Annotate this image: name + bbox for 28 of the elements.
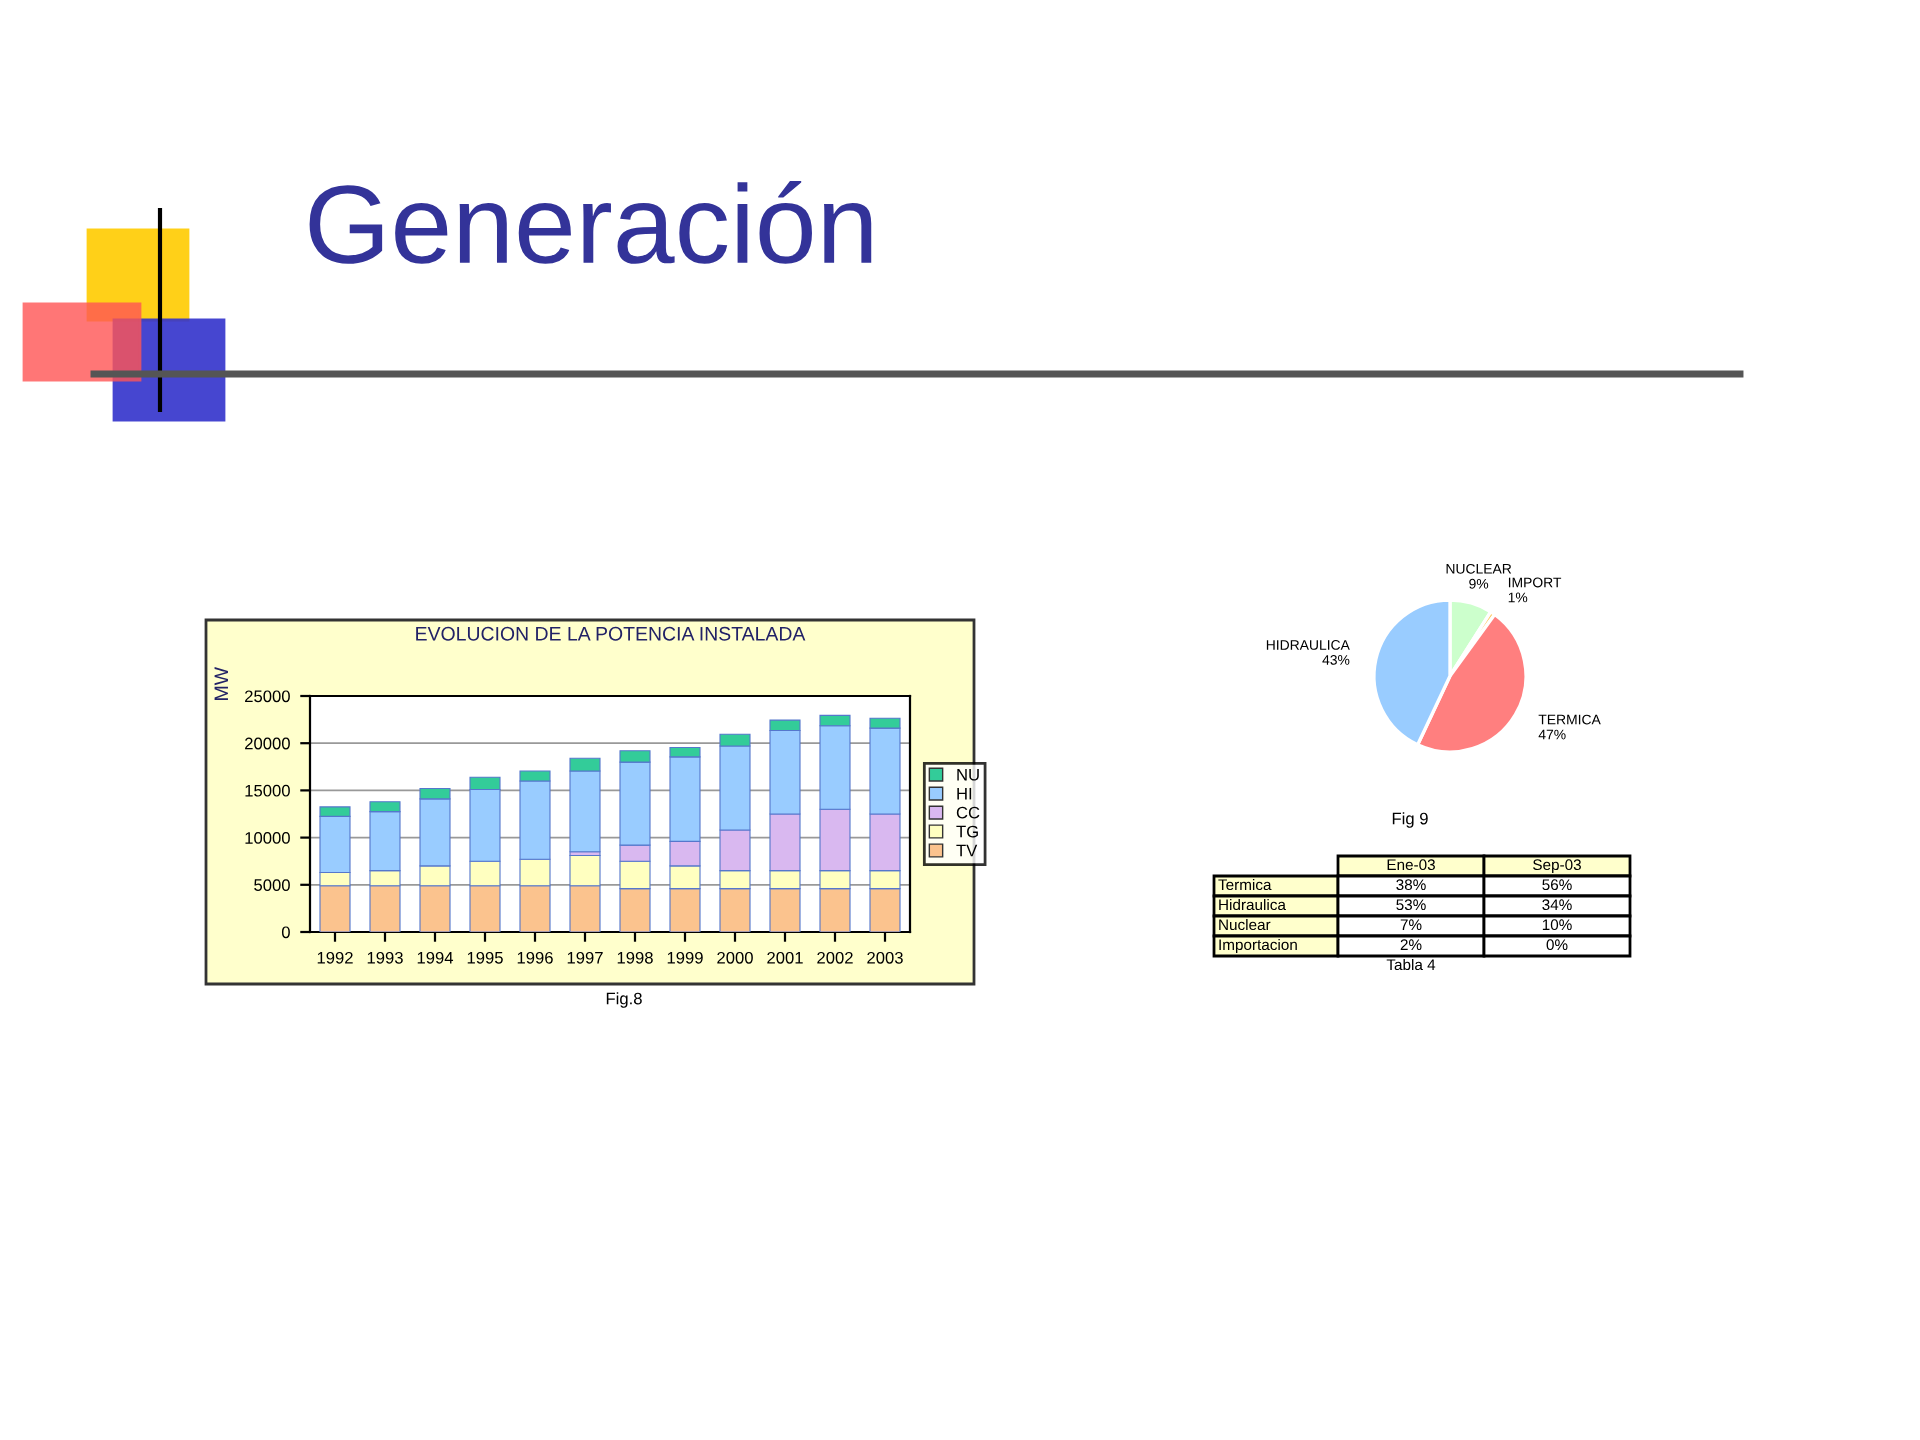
x-tick-label: 1997 [567, 951, 603, 964]
chart-title: EVOLUCION DE LA POTENCIA INSTALADA [416, 626, 806, 641]
x-tick-label: 2002 [817, 951, 853, 964]
caption: Fig 9 [1392, 812, 1428, 828]
x-tick-label: 2000 [717, 951, 753, 964]
y-tick-label: 10000 [245, 832, 290, 844]
x-tick-label: 1999 [667, 951, 703, 964]
y-axis-title: MW [214, 666, 228, 700]
legend-label: TV [956, 844, 978, 857]
y-tick-label: 5000 [254, 879, 290, 891]
y-tick-label: 15000 [245, 784, 290, 797]
x-tick-label: 1998 [617, 951, 653, 964]
x-tick-label: 1993 [367, 951, 403, 964]
y-tick-label: 0 [281, 926, 290, 939]
x-tick-label: 1992 [317, 951, 353, 964]
y-tick-label: 20000 [245, 737, 290, 750]
y-tick-label: 25000 [245, 690, 290, 703]
caption: Fig.8 [606, 992, 642, 1008]
legend-label: CC [956, 806, 980, 819]
legend-label: NU [957, 768, 979, 781]
x-tick-label: 2001 [767, 951, 803, 964]
legend-label: TG [956, 825, 978, 838]
legend-label: HI [957, 787, 972, 800]
x-tick-label: 1995 [467, 951, 503, 964]
x-tick-label: 1996 [517, 951, 553, 964]
x-tick-label: 1994 [417, 951, 454, 964]
text: Generación [309, 180, 872, 264]
x-tick-label: 2003 [867, 951, 903, 964]
